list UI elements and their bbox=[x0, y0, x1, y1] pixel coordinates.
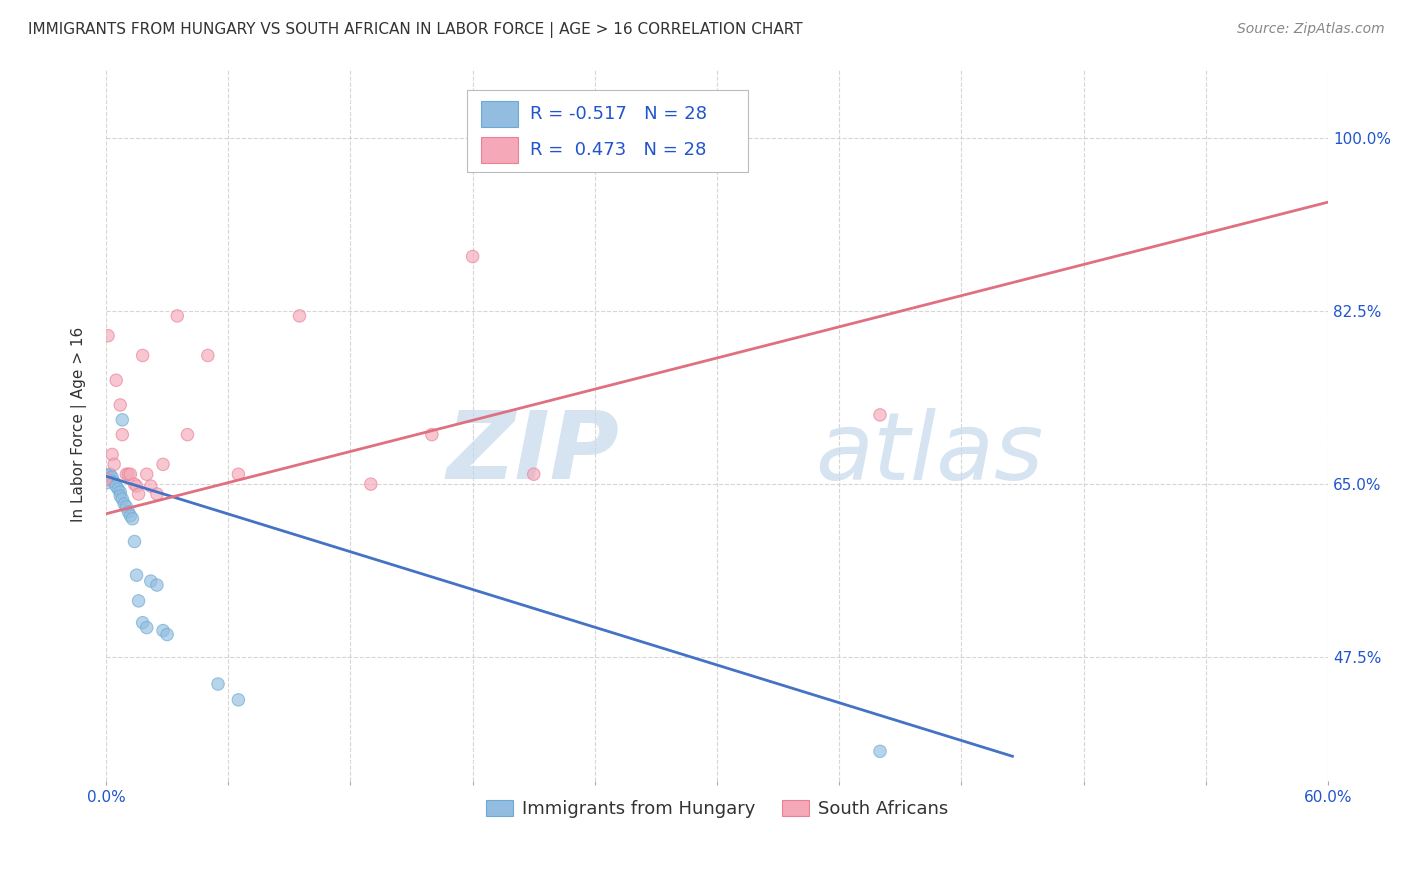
Point bbox=[98, 467, 121, 482]
Point bbox=[869, 744, 891, 758]
Point bbox=[111, 491, 134, 506]
Point bbox=[117, 467, 139, 482]
Point bbox=[97, 469, 120, 483]
Point bbox=[120, 508, 142, 523]
Point bbox=[139, 574, 162, 588]
Point bbox=[101, 470, 124, 484]
FancyBboxPatch shape bbox=[467, 90, 748, 172]
Point bbox=[152, 624, 174, 638]
Point bbox=[146, 487, 169, 501]
Point bbox=[131, 615, 153, 630]
Point bbox=[197, 349, 219, 363]
Point bbox=[125, 479, 148, 493]
Point bbox=[228, 467, 250, 482]
Point bbox=[110, 485, 132, 500]
Point bbox=[228, 693, 250, 707]
Point bbox=[94, 472, 117, 486]
Point bbox=[121, 512, 143, 526]
Point bbox=[166, 309, 188, 323]
Text: ZIP: ZIP bbox=[447, 408, 619, 500]
Point bbox=[115, 467, 138, 482]
Point bbox=[101, 447, 124, 461]
Point bbox=[288, 309, 311, 323]
Point bbox=[94, 472, 117, 486]
Point bbox=[103, 475, 125, 490]
Text: R = -0.517   N = 28: R = -0.517 N = 28 bbox=[530, 105, 707, 123]
Point bbox=[110, 398, 132, 412]
Point bbox=[124, 477, 146, 491]
Point bbox=[111, 413, 134, 427]
Point bbox=[420, 427, 443, 442]
Point bbox=[523, 467, 546, 482]
Point bbox=[112, 497, 135, 511]
Bar bbox=[481, 136, 517, 162]
Point bbox=[461, 250, 484, 264]
Y-axis label: In Labor Force | Age > 16: In Labor Force | Age > 16 bbox=[72, 327, 87, 523]
Text: atlas: atlas bbox=[815, 408, 1043, 499]
Text: R =  0.473   N = 28: R = 0.473 N = 28 bbox=[530, 141, 706, 159]
Bar bbox=[481, 102, 517, 127]
Point bbox=[105, 373, 128, 387]
Point bbox=[120, 467, 142, 482]
Point bbox=[97, 328, 120, 343]
Point bbox=[139, 479, 162, 493]
Point bbox=[110, 489, 132, 503]
Point bbox=[107, 482, 129, 496]
Point bbox=[176, 427, 198, 442]
Point bbox=[117, 505, 139, 519]
Point bbox=[146, 578, 169, 592]
Point bbox=[156, 627, 179, 641]
Point bbox=[131, 349, 153, 363]
Point bbox=[111, 427, 134, 442]
Point bbox=[135, 621, 157, 635]
Point bbox=[360, 477, 382, 491]
Point bbox=[135, 467, 157, 482]
Legend: Immigrants from Hungary, South Africans: Immigrants from Hungary, South Africans bbox=[478, 793, 956, 825]
Text: Source: ZipAtlas.com: Source: ZipAtlas.com bbox=[1237, 22, 1385, 37]
Point bbox=[128, 487, 150, 501]
Point bbox=[124, 534, 146, 549]
Point bbox=[125, 568, 148, 582]
Point bbox=[105, 479, 128, 493]
Point bbox=[152, 458, 174, 472]
Text: IMMIGRANTS FROM HUNGARY VS SOUTH AFRICAN IN LABOR FORCE | AGE > 16 CORRELATION C: IMMIGRANTS FROM HUNGARY VS SOUTH AFRICAN… bbox=[28, 22, 803, 38]
Point bbox=[207, 677, 229, 691]
Point bbox=[103, 458, 125, 472]
Point bbox=[115, 500, 138, 514]
Point bbox=[869, 408, 891, 422]
Point bbox=[128, 594, 150, 608]
